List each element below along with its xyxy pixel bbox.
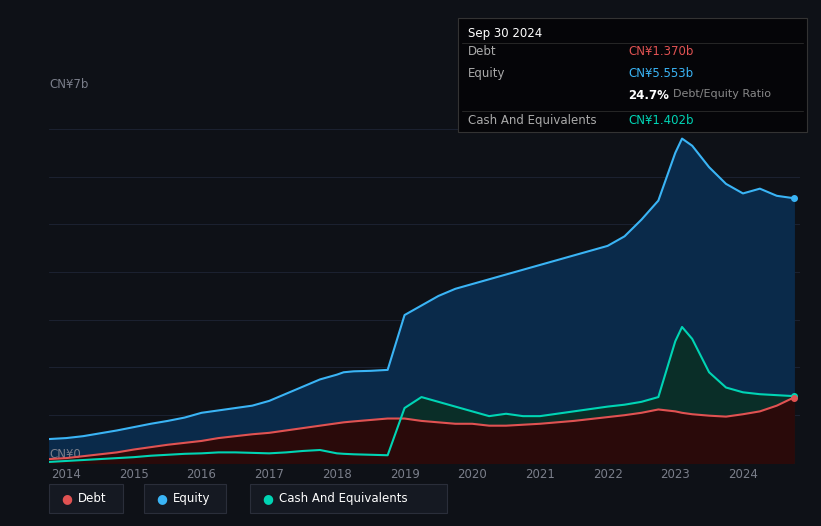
Text: Debt: Debt	[78, 492, 107, 505]
Text: Cash And Equivalents: Cash And Equivalents	[468, 114, 597, 127]
Text: Debt: Debt	[468, 45, 497, 58]
Text: CN¥1.402b: CN¥1.402b	[628, 114, 694, 127]
Text: Equity: Equity	[172, 492, 210, 505]
Text: CN¥5.553b: CN¥5.553b	[628, 67, 693, 80]
Text: Equity: Equity	[468, 67, 506, 80]
Text: CN¥0: CN¥0	[49, 448, 81, 461]
Text: CN¥1.370b: CN¥1.370b	[628, 45, 694, 58]
Text: 24.7%: 24.7%	[628, 89, 669, 103]
Text: ●: ●	[62, 492, 72, 505]
Text: Debt/Equity Ratio: Debt/Equity Ratio	[673, 89, 771, 99]
Text: ●: ●	[156, 492, 167, 505]
Text: CN¥7b: CN¥7b	[49, 78, 89, 91]
Text: Cash And Equivalents: Cash And Equivalents	[279, 492, 408, 505]
Text: ●: ●	[263, 492, 273, 505]
Text: Sep 30 2024: Sep 30 2024	[468, 27, 542, 40]
